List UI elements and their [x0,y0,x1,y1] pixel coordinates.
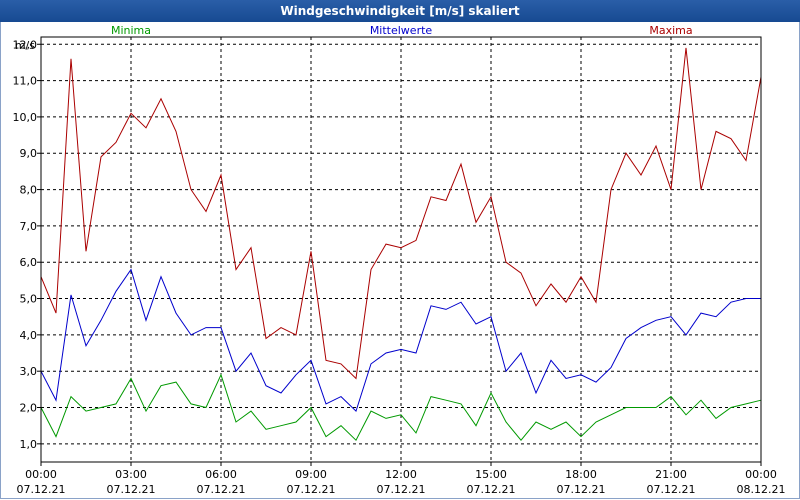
y-tick-label: 11,0 [13,75,38,88]
x-tick-date-label: 07.12.21 [377,483,426,496]
y-axis-label: m/s [15,39,35,52]
chart-title: Windgeschwindigkeit [m/s] skaliert [0,0,800,22]
x-tick-time-label: 06:00 [205,468,237,481]
x-tick-time-label: 21:00 [655,468,687,481]
x-tick-time-label: 00:00 [25,468,57,481]
x-tick-time-label: 03:00 [115,468,147,481]
y-tick-label: 12,0 [13,38,38,51]
y-tick-label: 8,0 [20,184,38,197]
chart-area: 1,0 2,0 3,0 4,0 5,0 6,0 7,0 8,0 9,0 10,0 11,0 12,0m… [13,24,786,496]
series-line-minima [40,373,762,442]
x-tick-date-label: 07.12.21 [467,483,516,496]
y-tick-label: 9,0 [20,147,38,160]
x-tick-time-label: 00:00 [745,468,777,481]
y-tick-label: 10,0 [13,111,38,124]
chart-frame: 1,0 2,0 3,0 4,0 5,0 6,0 7,0 8,0 9,0 10,0 11,0 12,0 m… [0,22,800,499]
y-tick-label: 3,0 [20,365,38,378]
x-tick-date-label: 07.12.21 [17,483,66,496]
x-tick-date-label: 07.12.21 [107,483,156,496]
y-tick-label: 7,0 [20,220,38,233]
y-tick-label: 2,0 [20,402,38,415]
x-tick-date-label: 08.12.21 [737,483,786,496]
plot-border [40,36,762,463]
y-tick-label: 1,0 [20,438,38,451]
x-tick-date-label: 07.12.21 [197,483,246,496]
y-tick-label: 4,0 [20,329,38,342]
x-tick-date-label: 07.12.21 [287,483,336,496]
legend-mittelwerte: Mittelwerte [370,24,433,37]
x-tick-date-label: 07.12.21 [647,483,696,496]
legend-maxima: Maxima [649,24,692,37]
y-tick-label: 5,0 [20,293,38,306]
legend-minima: Minima [111,24,151,37]
x-tick-time-label: 12:00 [385,468,417,481]
y-tick-label: 6,0 [20,256,38,269]
series-line-maxima [40,47,762,380]
x-tick-time-label: 09:00 [295,468,327,481]
x-tick-date-label: 07.12.21 [557,483,606,496]
series-line-mittelwerte [40,268,761,413]
x-tick-time-label: 15:00 [475,468,507,481]
x-tick-time-label: 18:00 [565,468,597,481]
